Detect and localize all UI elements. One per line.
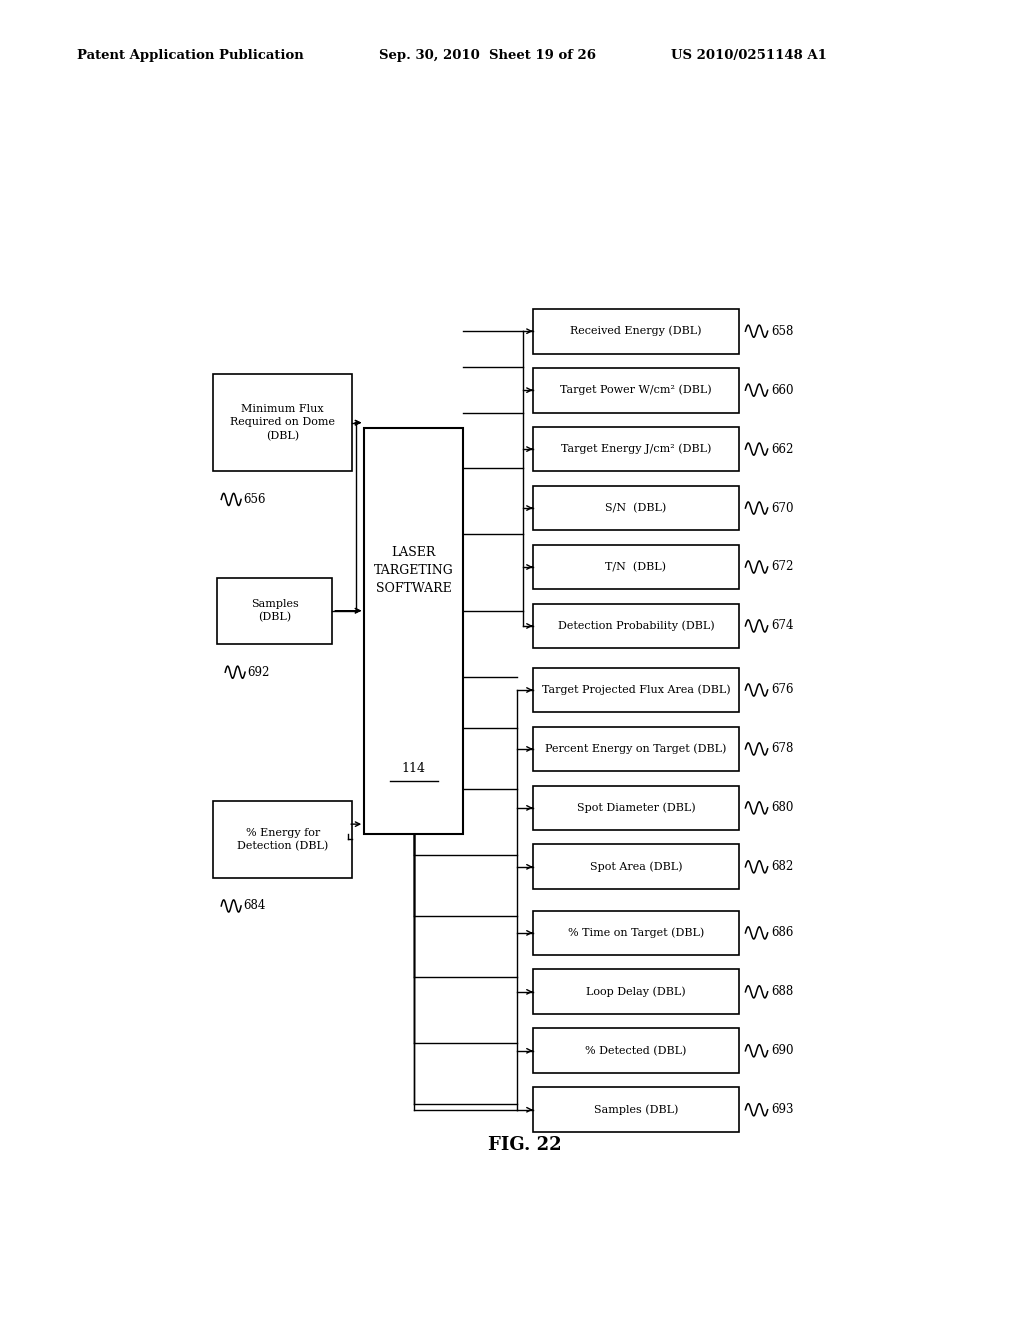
Text: Spot Diameter (DBL): Spot Diameter (DBL) [577, 803, 695, 813]
Text: 690: 690 [771, 1044, 794, 1057]
Text: 682: 682 [771, 861, 793, 874]
Text: 692: 692 [248, 665, 269, 678]
Text: 660: 660 [771, 384, 794, 396]
Text: 678: 678 [771, 742, 794, 755]
FancyBboxPatch shape [532, 911, 739, 956]
FancyBboxPatch shape [532, 1028, 739, 1073]
Text: Sep. 30, 2010  Sheet 19 of 26: Sep. 30, 2010 Sheet 19 of 26 [379, 49, 596, 62]
FancyBboxPatch shape [532, 845, 739, 890]
Text: Target Energy J/cm² (DBL): Target Energy J/cm² (DBL) [561, 444, 711, 454]
Text: Detection Probability (DBL): Detection Probability (DBL) [558, 620, 714, 631]
Text: Samples (DBL): Samples (DBL) [594, 1105, 678, 1115]
Text: Percent Energy on Target (DBL): Percent Energy on Target (DBL) [545, 743, 727, 754]
Text: 662: 662 [771, 442, 794, 455]
FancyBboxPatch shape [532, 1088, 739, 1133]
Text: T/N  (DBL): T/N (DBL) [605, 562, 667, 572]
FancyBboxPatch shape [532, 545, 739, 589]
Text: % Detected (DBL): % Detected (DBL) [586, 1045, 686, 1056]
Text: LASER
TARGETING
SOFTWARE: LASER TARGETING SOFTWARE [374, 545, 454, 594]
Text: 686: 686 [771, 927, 794, 940]
Text: 114: 114 [401, 762, 426, 775]
Text: FIG. 22: FIG. 22 [488, 1137, 561, 1155]
FancyBboxPatch shape [217, 578, 333, 644]
Text: 688: 688 [771, 985, 793, 998]
Text: S/N  (DBL): S/N (DBL) [605, 503, 667, 513]
FancyBboxPatch shape [532, 603, 739, 648]
FancyBboxPatch shape [532, 368, 739, 412]
FancyBboxPatch shape [532, 426, 739, 471]
FancyBboxPatch shape [532, 785, 739, 830]
Text: Patent Application Publication: Patent Application Publication [77, 49, 303, 62]
Text: 658: 658 [771, 325, 794, 338]
Text: % Energy for
Detection (DBL): % Energy for Detection (DBL) [238, 828, 329, 851]
Text: 676: 676 [771, 684, 794, 697]
Text: Received Energy (DBL): Received Energy (DBL) [570, 326, 701, 337]
Text: 670: 670 [771, 502, 794, 515]
Text: 684: 684 [244, 899, 266, 912]
Text: % Time on Target (DBL): % Time on Target (DBL) [567, 928, 705, 939]
Text: 674: 674 [771, 619, 794, 632]
Text: 693: 693 [771, 1104, 794, 1117]
FancyBboxPatch shape [213, 375, 352, 471]
FancyBboxPatch shape [213, 801, 352, 878]
FancyBboxPatch shape [532, 668, 739, 713]
Text: Spot Area (DBL): Spot Area (DBL) [590, 862, 682, 873]
Text: Target Projected Flux Area (DBL): Target Projected Flux Area (DBL) [542, 685, 730, 696]
Text: 680: 680 [771, 801, 794, 814]
Text: US 2010/0251148 A1: US 2010/0251148 A1 [671, 49, 826, 62]
Text: Minimum Flux
Required on Dome
(DBL): Minimum Flux Required on Dome (DBL) [230, 404, 335, 441]
FancyBboxPatch shape [532, 726, 739, 771]
FancyBboxPatch shape [532, 969, 739, 1014]
Text: 656: 656 [244, 492, 266, 506]
Text: Samples
(DBL): Samples (DBL) [251, 599, 299, 623]
Text: Target Power W/cm² (DBL): Target Power W/cm² (DBL) [560, 385, 712, 396]
Text: Loop Delay (DBL): Loop Delay (DBL) [586, 986, 686, 997]
Text: 672: 672 [771, 561, 794, 573]
FancyBboxPatch shape [365, 428, 463, 834]
FancyBboxPatch shape [532, 486, 739, 531]
FancyBboxPatch shape [532, 309, 739, 354]
